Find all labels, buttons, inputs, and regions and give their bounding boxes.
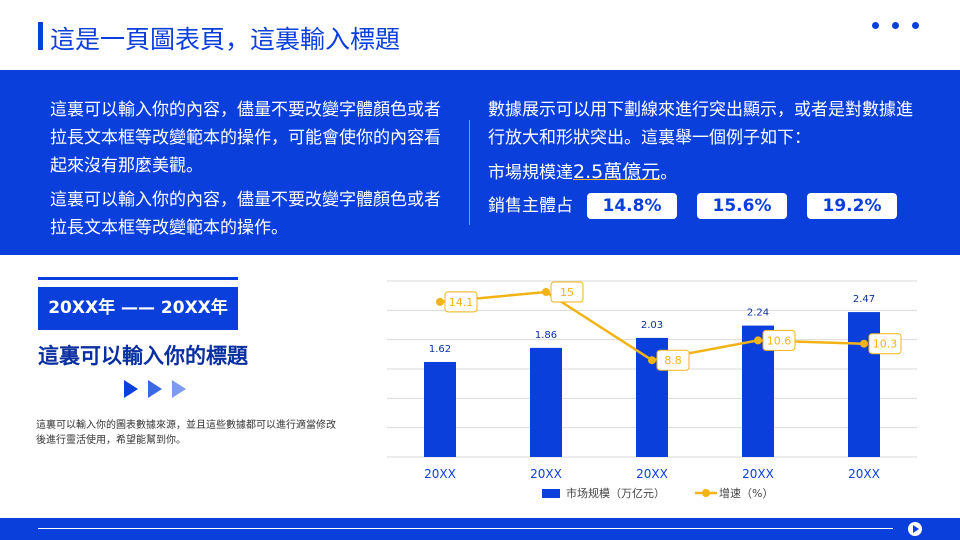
data-label: 8.8 [664, 354, 682, 367]
point [860, 339, 868, 348]
bar [424, 361, 456, 457]
share-label: 銷售主體占 [488, 196, 573, 216]
share: 14.8% [587, 193, 677, 219]
intro-text: 數據展示可以用下劃線來進行突出顯示，或者是對數據進行放大和形狀突出。這裏舉一個例… [488, 100, 913, 148]
footer [0, 518, 960, 540]
data-label: 2.24 [747, 308, 769, 319]
side-note: 這裏可以輸入你的圖表數據來源，並且這些數據都可以進行適當修改後進行靈活使用，希望… [36, 420, 336, 446]
label-box [550, 281, 584, 303]
label-box [656, 349, 690, 371]
dots [872, 22, 919, 29]
x-tick-label: 20XX [636, 467, 668, 481]
x-tick-label: 20XX [848, 467, 880, 481]
highlight: 2.5萬億元 [573, 161, 661, 183]
legend-swatch [702, 489, 710, 497]
side-heading: 這裏可以輸入你的標題 [38, 344, 248, 368]
data-label: 2.47 [853, 294, 875, 305]
label-box [762, 329, 796, 351]
x-tick-label: 20XX [742, 467, 774, 481]
period: 20XX年 —— 20XX年 [38, 287, 238, 330]
rule [38, 277, 238, 280]
text: 。 [660, 163, 678, 183]
share-row: 銷售主體占 14.8% 15.6% 19.2% [488, 193, 918, 219]
legend-swatch [542, 489, 560, 498]
legend-label: 增速（%） [719, 486, 773, 500]
divider [469, 120, 470, 225]
label-box [868, 333, 902, 355]
label-box [444, 291, 478, 313]
intro-text: 這裏可以輸入你的內容，儘量不要改變字體顏色或者拉長文本框等改變範本的操作，可能會… [50, 100, 441, 176]
data-label: 1.62 [429, 344, 451, 355]
point [542, 288, 550, 296]
text: 市場規模達 [488, 163, 573, 183]
bar [530, 347, 562, 457]
x-tick-label: 20XX [530, 467, 562, 481]
title-marker [38, 22, 43, 50]
footer-line [38, 528, 893, 529]
point [436, 297, 444, 306]
data-label: 15 [560, 286, 574, 299]
intro-text: 這裏可以輸入你的內容，儘量不要改變字體顏色或者拉長文本框等改變範本的操作。 [50, 190, 441, 238]
play-icon [908, 522, 922, 536]
page-title: 這是一頁圖表頁，這裏輸入標題 [50, 25, 401, 54]
point [754, 336, 762, 345]
data-label: 2.03 [641, 320, 663, 331]
x-tick-label: 20XX [424, 467, 456, 481]
legend-label: 市场规模（万亿元） [566, 486, 665, 500]
data-label: 14.1 [449, 296, 474, 309]
data-label: 10.3 [873, 338, 898, 351]
data-label: 10.6 [767, 334, 792, 347]
intro-band: 這裏可以輸入你的內容，儘量不要改變字體顏色或者拉長文本框等改變範本的操作，可能會… [0, 70, 960, 255]
highlight-line: 市場規模達2.5萬億元。 [488, 158, 918, 187]
share: 15.6% [697, 193, 787, 219]
data-label: 1.86 [535, 330, 557, 341]
point [648, 356, 656, 365]
arrows [124, 380, 186, 398]
share: 19.2% [807, 193, 897, 219]
